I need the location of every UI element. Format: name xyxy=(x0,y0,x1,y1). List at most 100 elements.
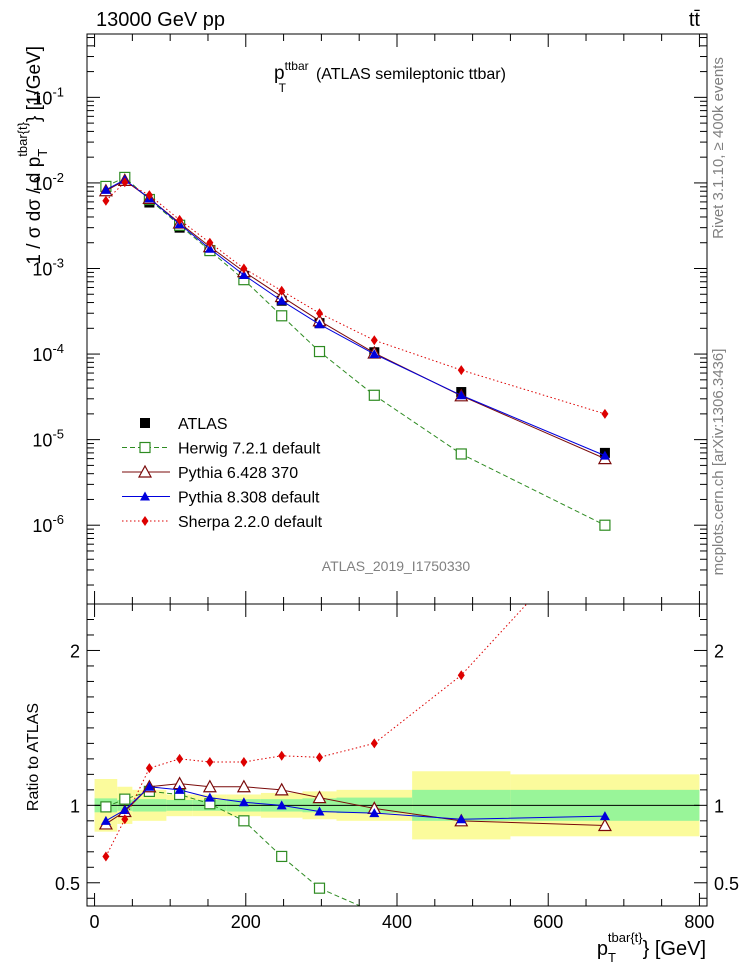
point-pythia-8-308-default xyxy=(314,319,325,329)
title-sub: T xyxy=(279,81,287,95)
ratio-point-sherpa-2-2-0-default xyxy=(316,752,323,763)
energy-label: 13000 GeV pp xyxy=(96,9,225,31)
ylabel-post: } [1/GeV] xyxy=(24,46,45,122)
ratio-y-tick-label-right: 0.5 xyxy=(714,874,739,894)
ratio-point-pythia-6-428-370 xyxy=(312,790,327,804)
ratio-ylabel: Ratio to ATLAS xyxy=(25,703,42,811)
point-herwig-7-2-1-default xyxy=(368,389,380,401)
ratio-point-pythia-6-428-370 xyxy=(597,818,612,832)
point-sherpa-2-2-0-default xyxy=(206,237,214,248)
main-y-tick-exp: -4 xyxy=(52,341,64,356)
ratio-point-sherpa-2-2-0-default xyxy=(278,750,286,761)
main-ylabel: 1 / σ dσ / d pTtbar{t}} [1/GeV] xyxy=(15,46,50,265)
point-herwig-7-2-1-default xyxy=(599,519,611,531)
main-y-tick-exp: -5 xyxy=(52,427,64,442)
legend-marker-pythia-6-428-370 xyxy=(137,464,153,478)
main-title: pttbar T (ATLAS semileptonic ttbar) xyxy=(274,59,506,95)
ratio-point-sherpa-2-2-0-default xyxy=(121,814,129,825)
ratio-point-pythia-8-308-default xyxy=(276,800,287,810)
ratio-y-tick-label-left: 1 xyxy=(70,796,80,816)
ratio-point-herwig-7-2-1-default xyxy=(276,850,288,863)
legend-marker-sherpa-2-2-0-default xyxy=(141,516,149,526)
xlabel-sup: tbar{t} xyxy=(608,930,643,945)
x-tick-label: 800 xyxy=(684,912,714,932)
ratio-y-tick-label-right: 1 xyxy=(714,796,724,816)
ratio-y-tick-label-right: 2 xyxy=(714,641,724,661)
ratio-line-sherpa-2-2-0-default xyxy=(105,604,528,857)
legend-label-pythia-6-428-370: Pythia 6.428 370 xyxy=(178,465,298,482)
ratio-point-sherpa-2-2-0-default xyxy=(176,753,184,764)
x-tick-label: 200 xyxy=(231,912,261,932)
x-tick-label: 600 xyxy=(533,912,563,932)
main-y-tick-exp: -1 xyxy=(52,84,64,99)
point-sherpa-2-2-0-default xyxy=(176,214,184,225)
x-tick-label: 400 xyxy=(382,912,412,932)
ratio-point-pythia-6-428-370 xyxy=(274,782,289,796)
ratio-point-sherpa-2-2-0-default xyxy=(370,738,378,749)
title-sup: ttbar xyxy=(285,59,309,73)
ratio-point-pythia-8-308-default xyxy=(174,784,185,794)
point-pythia-8-308-default xyxy=(204,243,215,253)
legend-label-herwig-7-2-1-default: Herwig 7.2.1 default xyxy=(178,441,321,458)
ylabel-pre: 1 / σ dσ / d p xyxy=(24,157,45,265)
ratio-point-sherpa-2-2-0-default xyxy=(206,756,214,767)
process-label: tt̄ xyxy=(689,9,701,31)
main-y-tick-label: 10-2 xyxy=(32,170,64,194)
main-y-tick-base: 10 xyxy=(32,88,52,108)
title-rest: (ATLAS semileptonic ttbar) xyxy=(316,66,506,83)
point-herwig-7-2-1-default xyxy=(276,310,288,322)
main-panel: 10-610-510-410-310-210-1 pttbar T(ATLAS s… xyxy=(15,33,708,605)
ratio-panel: 0.5 0.5 1 1 2 2 0 200 400 600 800 Ratio to ATLAS p… xyxy=(25,603,739,965)
ratio-y-tick-label-left: 0.5 xyxy=(55,874,80,894)
line-sherpa-2-2-0-default xyxy=(105,181,606,415)
xlabel-post: } [GeV] xyxy=(643,938,706,960)
ylabel-sup: tbar{t} xyxy=(15,121,30,156)
point-pythia-8-308-default xyxy=(456,390,467,400)
main-y-tick-base: 10 xyxy=(32,174,52,194)
point-sherpa-2-2-0-default xyxy=(278,285,286,296)
ratio-point-pythia-8-308-default xyxy=(144,781,155,791)
point-herwig-7-2-1-default xyxy=(313,345,326,358)
main-y-tick-label: 10-4 xyxy=(32,341,64,365)
legend-marker-pythia-8-308-default xyxy=(140,491,150,501)
ratio-frame xyxy=(86,603,708,907)
legend-marker-herwig-7-2-1-default xyxy=(139,441,151,454)
main-y-tick-base: 10 xyxy=(32,345,52,365)
ratio-point-sherpa-2-2-0-default xyxy=(457,670,465,681)
x-axis-label: pTtbar{t}} [GeV] xyxy=(597,930,706,965)
ratio-point-sherpa-2-2-0-default xyxy=(145,763,153,774)
mcplots-label: mcplots.cern.ch [arXiv:1306.3436] xyxy=(710,349,727,576)
ratio-point-pythia-6-428-370 xyxy=(236,779,251,793)
ratio-point-pythia-8-308-default xyxy=(599,811,610,821)
main-y-tick-exp: -3 xyxy=(52,255,64,270)
legend-label-atlas: ATLAS xyxy=(178,416,228,433)
point-sherpa-2-2-0-default xyxy=(457,365,465,376)
ratio-point-pythia-8-308-default xyxy=(119,804,130,814)
title-main: p xyxy=(274,63,285,84)
point-sherpa-2-2-0-default xyxy=(601,408,609,419)
ratio-point-sherpa-2-2-0-default xyxy=(102,851,110,862)
point-sherpa-2-2-0-default xyxy=(121,177,129,188)
ratio-point-pythia-8-308-default xyxy=(238,797,249,807)
rivet-label: Rivet 3.1.10, ≥ 400k events xyxy=(710,57,727,239)
legend-label-pythia-8-308-default: Pythia 8.308 default xyxy=(178,490,320,507)
ratio-point-herwig-7-2-1-default xyxy=(100,801,112,813)
point-sherpa-2-2-0-default xyxy=(240,263,248,274)
main-y-tick-label: 10-3 xyxy=(32,255,64,279)
ratio-point-herwig-7-2-1-default xyxy=(313,882,326,894)
ratio-point-herwig-7-2-1-default xyxy=(456,926,466,936)
ratio-point-pythia-8-308-default xyxy=(369,808,380,818)
main-y-tick-base: 10 xyxy=(32,516,52,536)
ratio-point-pythia-6-428-370 xyxy=(202,779,217,793)
ratio-point-pythia-8-308-default xyxy=(314,806,325,816)
main-y-tick-exp: -2 xyxy=(52,170,64,185)
main-y-tick-label: 10-1 xyxy=(32,84,64,108)
ratio-point-herwig-7-2-1-default xyxy=(238,815,250,827)
main-y-tick-label: 10-5 xyxy=(32,427,64,451)
main-y-tick-label: 10-6 xyxy=(32,512,64,536)
xlabel-main: p xyxy=(597,938,608,960)
point-pythia-8-308-default xyxy=(369,349,380,359)
point-pythia-8-308-default xyxy=(599,450,610,460)
ratio-point-pythia-8-308-default xyxy=(100,815,111,825)
